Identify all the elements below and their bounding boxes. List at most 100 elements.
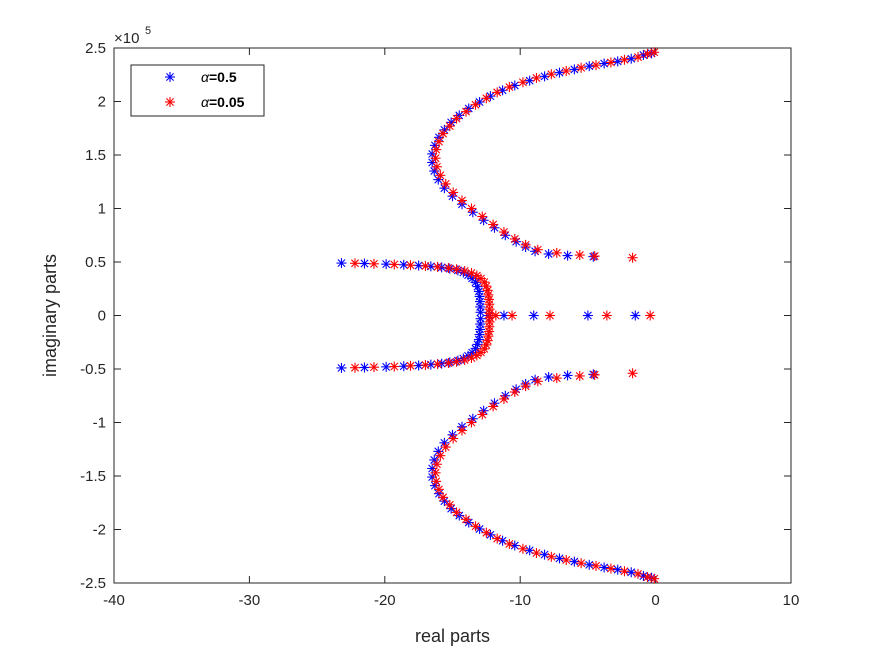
data-point — [466, 352, 477, 363]
data-point — [626, 567, 637, 578]
data-point — [544, 310, 555, 321]
legend-marker-series-2 — [165, 97, 175, 107]
data-point — [626, 53, 637, 64]
data-point — [530, 374, 541, 385]
data-point — [531, 72, 542, 83]
data-point — [432, 359, 443, 370]
legend: α=0.5 α=0.05 — [130, 64, 265, 117]
data-point — [509, 540, 520, 551]
data-point — [430, 153, 441, 164]
data-point — [398, 361, 409, 372]
data-point — [440, 178, 451, 189]
legend-marker-series-1 — [165, 72, 175, 82]
data-point — [481, 93, 492, 104]
x-tick-label: -20 — [374, 592, 396, 609]
data-point — [589, 251, 600, 262]
data-point — [574, 250, 585, 261]
data-point — [359, 362, 370, 373]
y-tick-label: 1 — [98, 201, 106, 218]
data-point — [504, 538, 515, 549]
x-tick-label: -40 — [103, 592, 125, 609]
data-point — [532, 244, 543, 255]
y-tick-label: 1.5 — [85, 147, 106, 164]
y-axis-label: imaginary parts — [40, 254, 60, 377]
data-point — [444, 499, 455, 510]
data-point — [576, 558, 587, 569]
y-exponent-base: ×10 — [114, 30, 139, 47]
data-point — [591, 560, 602, 571]
axes-box — [113, 47, 792, 584]
data-point — [619, 566, 630, 577]
data-point — [551, 247, 562, 258]
data-point — [474, 329, 485, 340]
data-point — [431, 459, 442, 470]
y-axis: 2.5 2 1.5 1 0.5 0 -0.5 -1 -1.5 -2 -2.5 — [80, 40, 791, 592]
data-point — [554, 553, 565, 564]
legend-star-series-1 — [165, 72, 175, 82]
data-point — [561, 554, 572, 565]
legend-alpha-value-1: =0.5 — [209, 69, 237, 85]
data-point — [627, 368, 638, 379]
data-point — [443, 358, 454, 369]
data-point — [517, 77, 528, 88]
data-point — [431, 144, 442, 155]
data-point — [649, 573, 660, 584]
data-point — [543, 372, 554, 383]
y-exponent-power: 5 — [145, 25, 151, 37]
data-point — [405, 260, 416, 271]
data-point — [517, 543, 528, 554]
x-tick-label: -10 — [509, 592, 531, 609]
data-point — [459, 265, 470, 276]
data-point — [599, 562, 610, 573]
y-tick-label: -2.5 — [80, 575, 106, 592]
data-point — [433, 174, 444, 185]
data-point — [562, 370, 573, 381]
data-point — [336, 258, 347, 269]
data-point — [444, 121, 455, 132]
data-point — [601, 310, 612, 321]
data-point — [645, 310, 656, 321]
x-tick-label: -30 — [239, 592, 261, 609]
data-point — [359, 258, 370, 269]
series-2 — [350, 47, 660, 584]
data-point — [433, 484, 444, 495]
data-point — [539, 71, 550, 82]
data-point — [569, 64, 580, 75]
data-point — [546, 551, 557, 562]
data-point — [642, 572, 653, 583]
data-point — [451, 507, 462, 518]
data-point — [551, 373, 562, 384]
data-point — [632, 568, 643, 579]
data-point — [461, 514, 472, 525]
data-point — [350, 362, 361, 373]
data-point — [605, 563, 616, 574]
data-point — [509, 387, 520, 398]
data-point — [599, 58, 610, 69]
data-point — [649, 47, 660, 58]
data-point — [448, 187, 459, 198]
data-point — [456, 425, 467, 436]
data-point — [642, 48, 653, 59]
data-point — [459, 355, 470, 366]
data-point — [530, 246, 541, 257]
data-point — [368, 258, 379, 269]
data-point — [336, 362, 347, 373]
data-point — [630, 310, 641, 321]
data-point — [504, 82, 515, 93]
data-point — [470, 521, 481, 532]
data-point — [543, 248, 554, 259]
legend-alpha-symbol-2: α — [201, 94, 210, 110]
data-point — [546, 69, 557, 80]
data-point — [532, 376, 543, 387]
data-point — [612, 564, 623, 575]
data-point — [438, 128, 449, 139]
data-point — [481, 339, 492, 350]
data-point — [431, 161, 442, 172]
y-tick-label: -0.5 — [80, 361, 106, 378]
data-point — [470, 99, 481, 110]
series-1 — [336, 48, 657, 583]
data-point — [461, 106, 472, 117]
data-point — [420, 260, 431, 271]
